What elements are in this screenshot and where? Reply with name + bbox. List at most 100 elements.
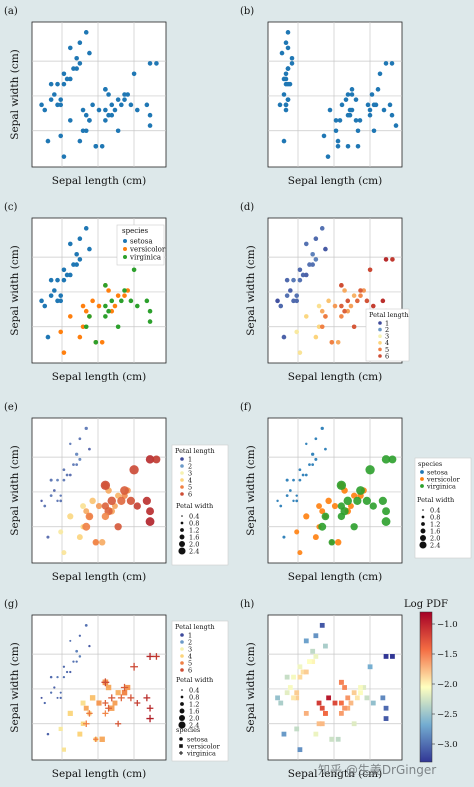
data-point-versicolor [77,334,83,340]
data-point [52,489,56,492]
data-point [338,700,344,706]
legend-title: species [122,227,149,235]
data-point [351,721,357,727]
data-point-versicolor [109,308,115,314]
data-point [146,704,154,712]
data-point [48,81,54,87]
legend-entry: 6 [385,352,389,360]
size-legend-marker [179,708,185,714]
marker-legend-entry: versicolor [186,742,221,750]
panel-label: (f) [240,402,252,413]
legend-marker [180,647,184,651]
data-point [375,87,381,92]
data-point [383,654,389,659]
data-point-setosa [74,251,79,257]
size-legend-marker [180,521,184,525]
data-point [129,465,139,475]
legend-marker [378,341,382,345]
data-point [105,704,112,712]
data-point [72,463,75,466]
legend-marker [180,457,184,461]
data-point [125,92,131,97]
data-point [336,480,347,491]
data-point [294,293,300,298]
data-point [310,648,316,654]
data-point [147,61,153,66]
legend-marker [123,247,127,251]
data-point [314,437,318,441]
data-point [284,690,290,696]
data-point [378,496,387,505]
size-legend-marker [420,535,426,541]
data-point [343,496,353,506]
data-point [388,455,397,464]
data-point [83,508,90,515]
legend-entry: 5 [188,659,192,667]
data-point [339,303,344,309]
legend-entry: 4 [385,339,389,347]
legend-entry: 2 [188,638,192,646]
data-point [115,690,121,696]
data-point [109,112,115,118]
watermark: 知乎 @生姜DrGinger [318,763,437,777]
data-point [295,494,298,497]
data-point [323,246,328,252]
data-point [87,118,92,123]
legend-marker [378,334,382,339]
data-point [323,314,328,319]
data-point [275,298,280,304]
data-point [345,92,351,97]
legend-marker [123,255,127,259]
data-point [109,102,115,108]
data-point [323,643,328,649]
data-point [49,675,53,679]
data-point [303,669,309,675]
data-point [40,696,43,699]
plot-area [31,614,167,761]
legend-title: Petal length [175,623,215,631]
panel-label: (b) [240,6,254,17]
data-point [351,293,357,298]
data-point-setosa [39,298,44,304]
data-point [342,308,347,314]
data-point [46,732,50,736]
legend-title: species [418,460,442,468]
data-point [119,102,124,108]
data-point [281,76,287,82]
data-point-virginica [103,283,108,288]
data-point [147,123,153,128]
data-point-setosa [61,277,67,283]
data-point-virginica [128,298,134,304]
data-point [365,465,375,475]
data-point [115,720,122,727]
legend-entry: 1 [385,319,389,327]
data-point [80,107,86,113]
size-legend-entry: 0.8 [189,693,199,701]
data-point [331,502,339,510]
data-point [67,45,73,51]
data-point [329,736,335,742]
panel-7: (g) Sepal length (cm) Sepal width (cm) Peta… [4,599,229,780]
data-point [61,81,67,87]
data-point [146,507,155,516]
data-point [82,522,91,531]
data-point [67,710,73,716]
data-point [134,699,141,707]
data-point [316,303,322,309]
marker-legend-entry: setosa [187,735,208,743]
legend-entry: setosa [427,468,448,476]
data-point [279,50,285,56]
data-point [55,102,60,108]
data-point-versicolor [112,303,118,309]
legend-marker [180,478,184,482]
data-point [58,102,64,108]
data-point [342,685,347,690]
data-point-virginica [115,324,121,330]
x-axis-label: Sepal length (cm) [288,371,383,383]
data-point [310,251,315,257]
data-point-setosa [45,334,51,340]
data-point [291,695,296,701]
data-point [65,473,69,477]
data-point-virginica [106,308,111,314]
data-point [323,710,328,716]
